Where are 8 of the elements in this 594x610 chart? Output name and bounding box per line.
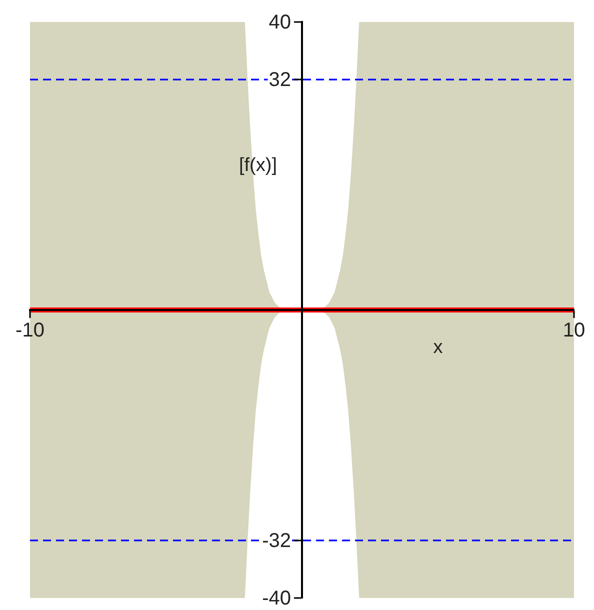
y-tick-label: 40	[268, 12, 291, 34]
y-tick-label: -40	[262, 588, 291, 610]
x-tick-label: 10	[562, 320, 586, 342]
x-axis-title: x	[433, 337, 444, 358]
x-tick-label: -10	[16, 320, 44, 342]
y-axis-title: [f(x)]	[239, 155, 277, 176]
y-tick-label: 32	[268, 69, 291, 92]
y-tick-label: -32	[262, 530, 291, 552]
